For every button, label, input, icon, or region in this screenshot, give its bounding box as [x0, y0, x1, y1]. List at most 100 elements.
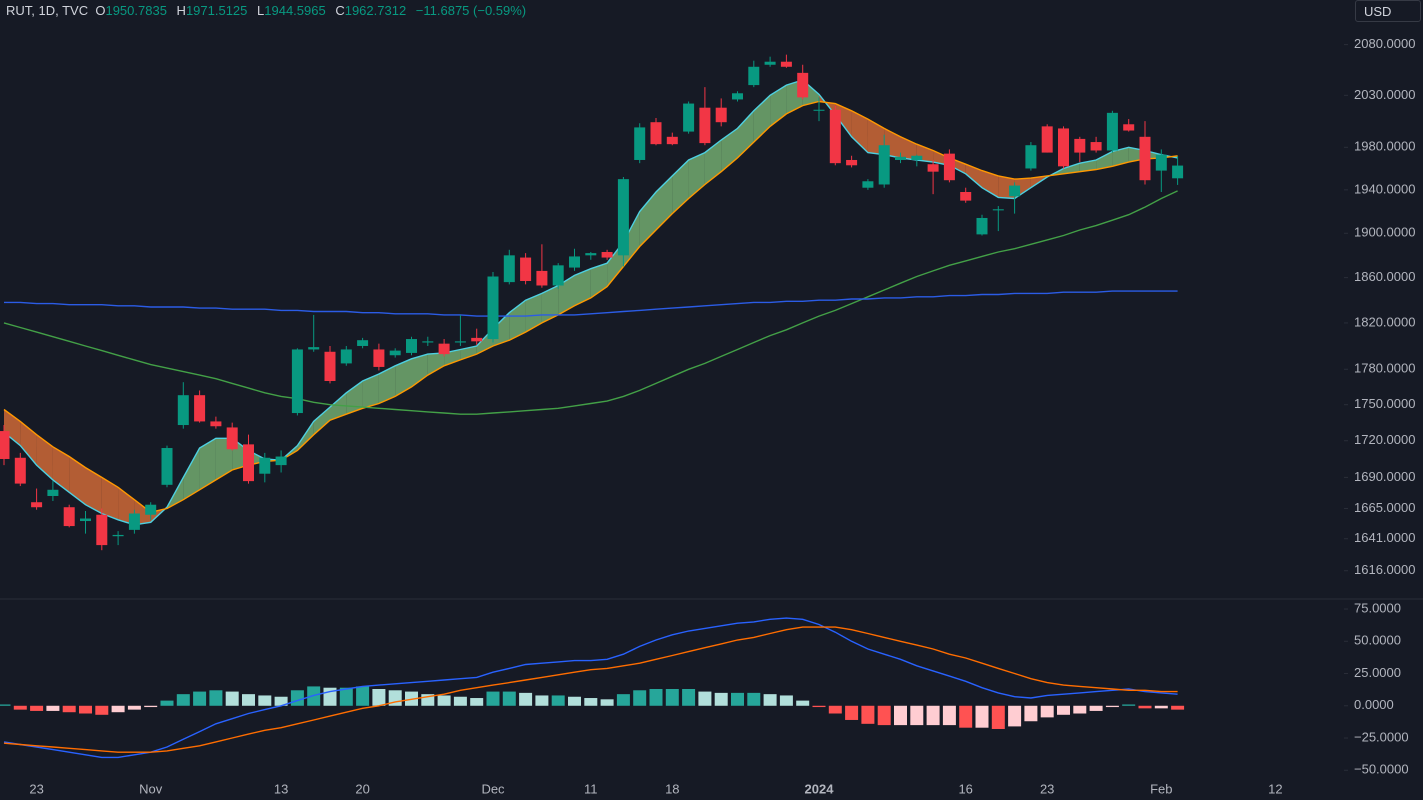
- histogram-bar: [144, 705, 158, 708]
- histogram-bar: [535, 695, 549, 706]
- candle-body: [764, 61, 776, 65]
- candle-body: [748, 66, 760, 86]
- histogram-bar: [453, 696, 467, 706]
- candle-body: [1139, 136, 1151, 181]
- candle-body: [960, 192, 972, 201]
- ribbon: [378, 365, 396, 404]
- x-tick-label: 11: [584, 781, 598, 796]
- histogram-bar: [796, 700, 810, 706]
- histogram-bar: [779, 695, 793, 706]
- histogram-bar: [502, 691, 516, 706]
- candle-body: [194, 395, 206, 422]
- candle-body: [813, 109, 825, 111]
- histogram-bar: [356, 686, 370, 706]
- candle-body: [0, 431, 10, 459]
- y-tick-label: 1690.0000: [1354, 469, 1415, 484]
- histogram-bar: [942, 705, 956, 726]
- ribbon: [656, 175, 673, 230]
- histogram-bar: [551, 695, 565, 706]
- candle-body: [324, 351, 336, 382]
- histogram-bar: [160, 700, 174, 706]
- y-tick-label: 25.0000: [1354, 665, 1401, 680]
- histogram-bar: [0, 704, 11, 706]
- legend-header: RUT, 1D, TVC O1950.7835 H1971.5125 L1944…: [6, 3, 532, 18]
- histogram-bar: [763, 694, 777, 706]
- histogram-bar: [111, 705, 125, 713]
- candle-body: [308, 347, 320, 350]
- histogram-bar: [46, 705, 60, 711]
- candle-body: [911, 155, 923, 160]
- x-tick-label: 2024: [805, 781, 835, 796]
- candle-body: [943, 153, 955, 181]
- ohlc-label: O: [95, 3, 106, 18]
- candle-body: [47, 489, 59, 496]
- candle-body: [422, 341, 434, 343]
- candle-body: [732, 93, 743, 100]
- candle-body: [259, 457, 271, 474]
- ribbon: [411, 354, 428, 387]
- ohlc-value: 1950.7835: [105, 3, 167, 18]
- ribbon: [525, 293, 542, 333]
- histogram-bar: [225, 691, 239, 706]
- candle-body: [1074, 138, 1086, 153]
- candle-body: [715, 107, 727, 123]
- histogram-bar: [1105, 705, 1119, 708]
- histogram-bar: [13, 705, 27, 710]
- candle-body: [976, 217, 988, 235]
- y-tick-label: 0.0000: [1354, 697, 1394, 712]
- candle-body: [780, 61, 792, 67]
- x-tick-label: Nov: [139, 781, 163, 796]
- change: −11.6875 (−0.59%): [415, 3, 527, 18]
- histogram-bar: [991, 705, 1005, 729]
- histogram-bar: [959, 705, 973, 728]
- candle-body: [992, 209, 1004, 211]
- histogram-bar: [95, 705, 109, 715]
- candle-body: [585, 253, 597, 256]
- histogram-bar: [30, 705, 44, 711]
- ribbon: [395, 358, 412, 397]
- ribbon: [1096, 151, 1113, 170]
- y-tick-label: 1900.0000: [1354, 225, 1415, 240]
- ribbon: [427, 352, 445, 376]
- currency-button[interactable]: USD: [1355, 0, 1421, 22]
- candle-body: [683, 103, 695, 132]
- histogram-bar: [845, 705, 859, 720]
- histogram-bar: [894, 705, 907, 726]
- histogram-bar: [975, 705, 989, 728]
- y-tick-label: 2030.0000: [1354, 87, 1415, 102]
- y-tick-label: 1780.0000: [1354, 361, 1415, 376]
- y-tick-label: 1720.0000: [1354, 432, 1415, 447]
- histogram-bar: [470, 698, 484, 706]
- ribbon: [704, 139, 722, 185]
- x-tick-label: 18: [665, 781, 679, 796]
- candle-body: [1009, 185, 1021, 197]
- ribbon: [672, 159, 689, 214]
- histogram-bar: [62, 705, 76, 713]
- ribbon: [183, 448, 200, 500]
- histogram-bar: [877, 705, 891, 726]
- y-tick-label: 1820.0000: [1354, 314, 1415, 329]
- ribbon: [330, 392, 347, 421]
- candle-body: [699, 107, 711, 144]
- histogram-bar: [731, 692, 744, 706]
- ribbon: [1112, 147, 1129, 167]
- moving-average: [4, 290, 1178, 317]
- ohlc-value: 1944.5965: [264, 3, 326, 18]
- y-tick-label: 75.0000: [1354, 600, 1401, 615]
- ohlc-label: L: [257, 3, 265, 18]
- histogram-bar: [519, 692, 533, 706]
- candle-body: [226, 427, 238, 450]
- candle-body: [487, 276, 499, 340]
- ribbon: [574, 268, 591, 306]
- ribbon: [541, 285, 559, 323]
- x-tick-label: 23: [1040, 781, 1054, 796]
- histogram-bar: [79, 705, 92, 714]
- histogram-bar: [1057, 705, 1070, 715]
- histogram-bar: [258, 695, 272, 706]
- histogram-bar: [1171, 705, 1185, 710]
- candle-body: [601, 252, 613, 258]
- y-tick-label: 1860.0000: [1354, 269, 1415, 284]
- ribbon: [52, 446, 70, 493]
- histogram-bar: [910, 705, 924, 726]
- candle-body: [536, 270, 548, 286]
